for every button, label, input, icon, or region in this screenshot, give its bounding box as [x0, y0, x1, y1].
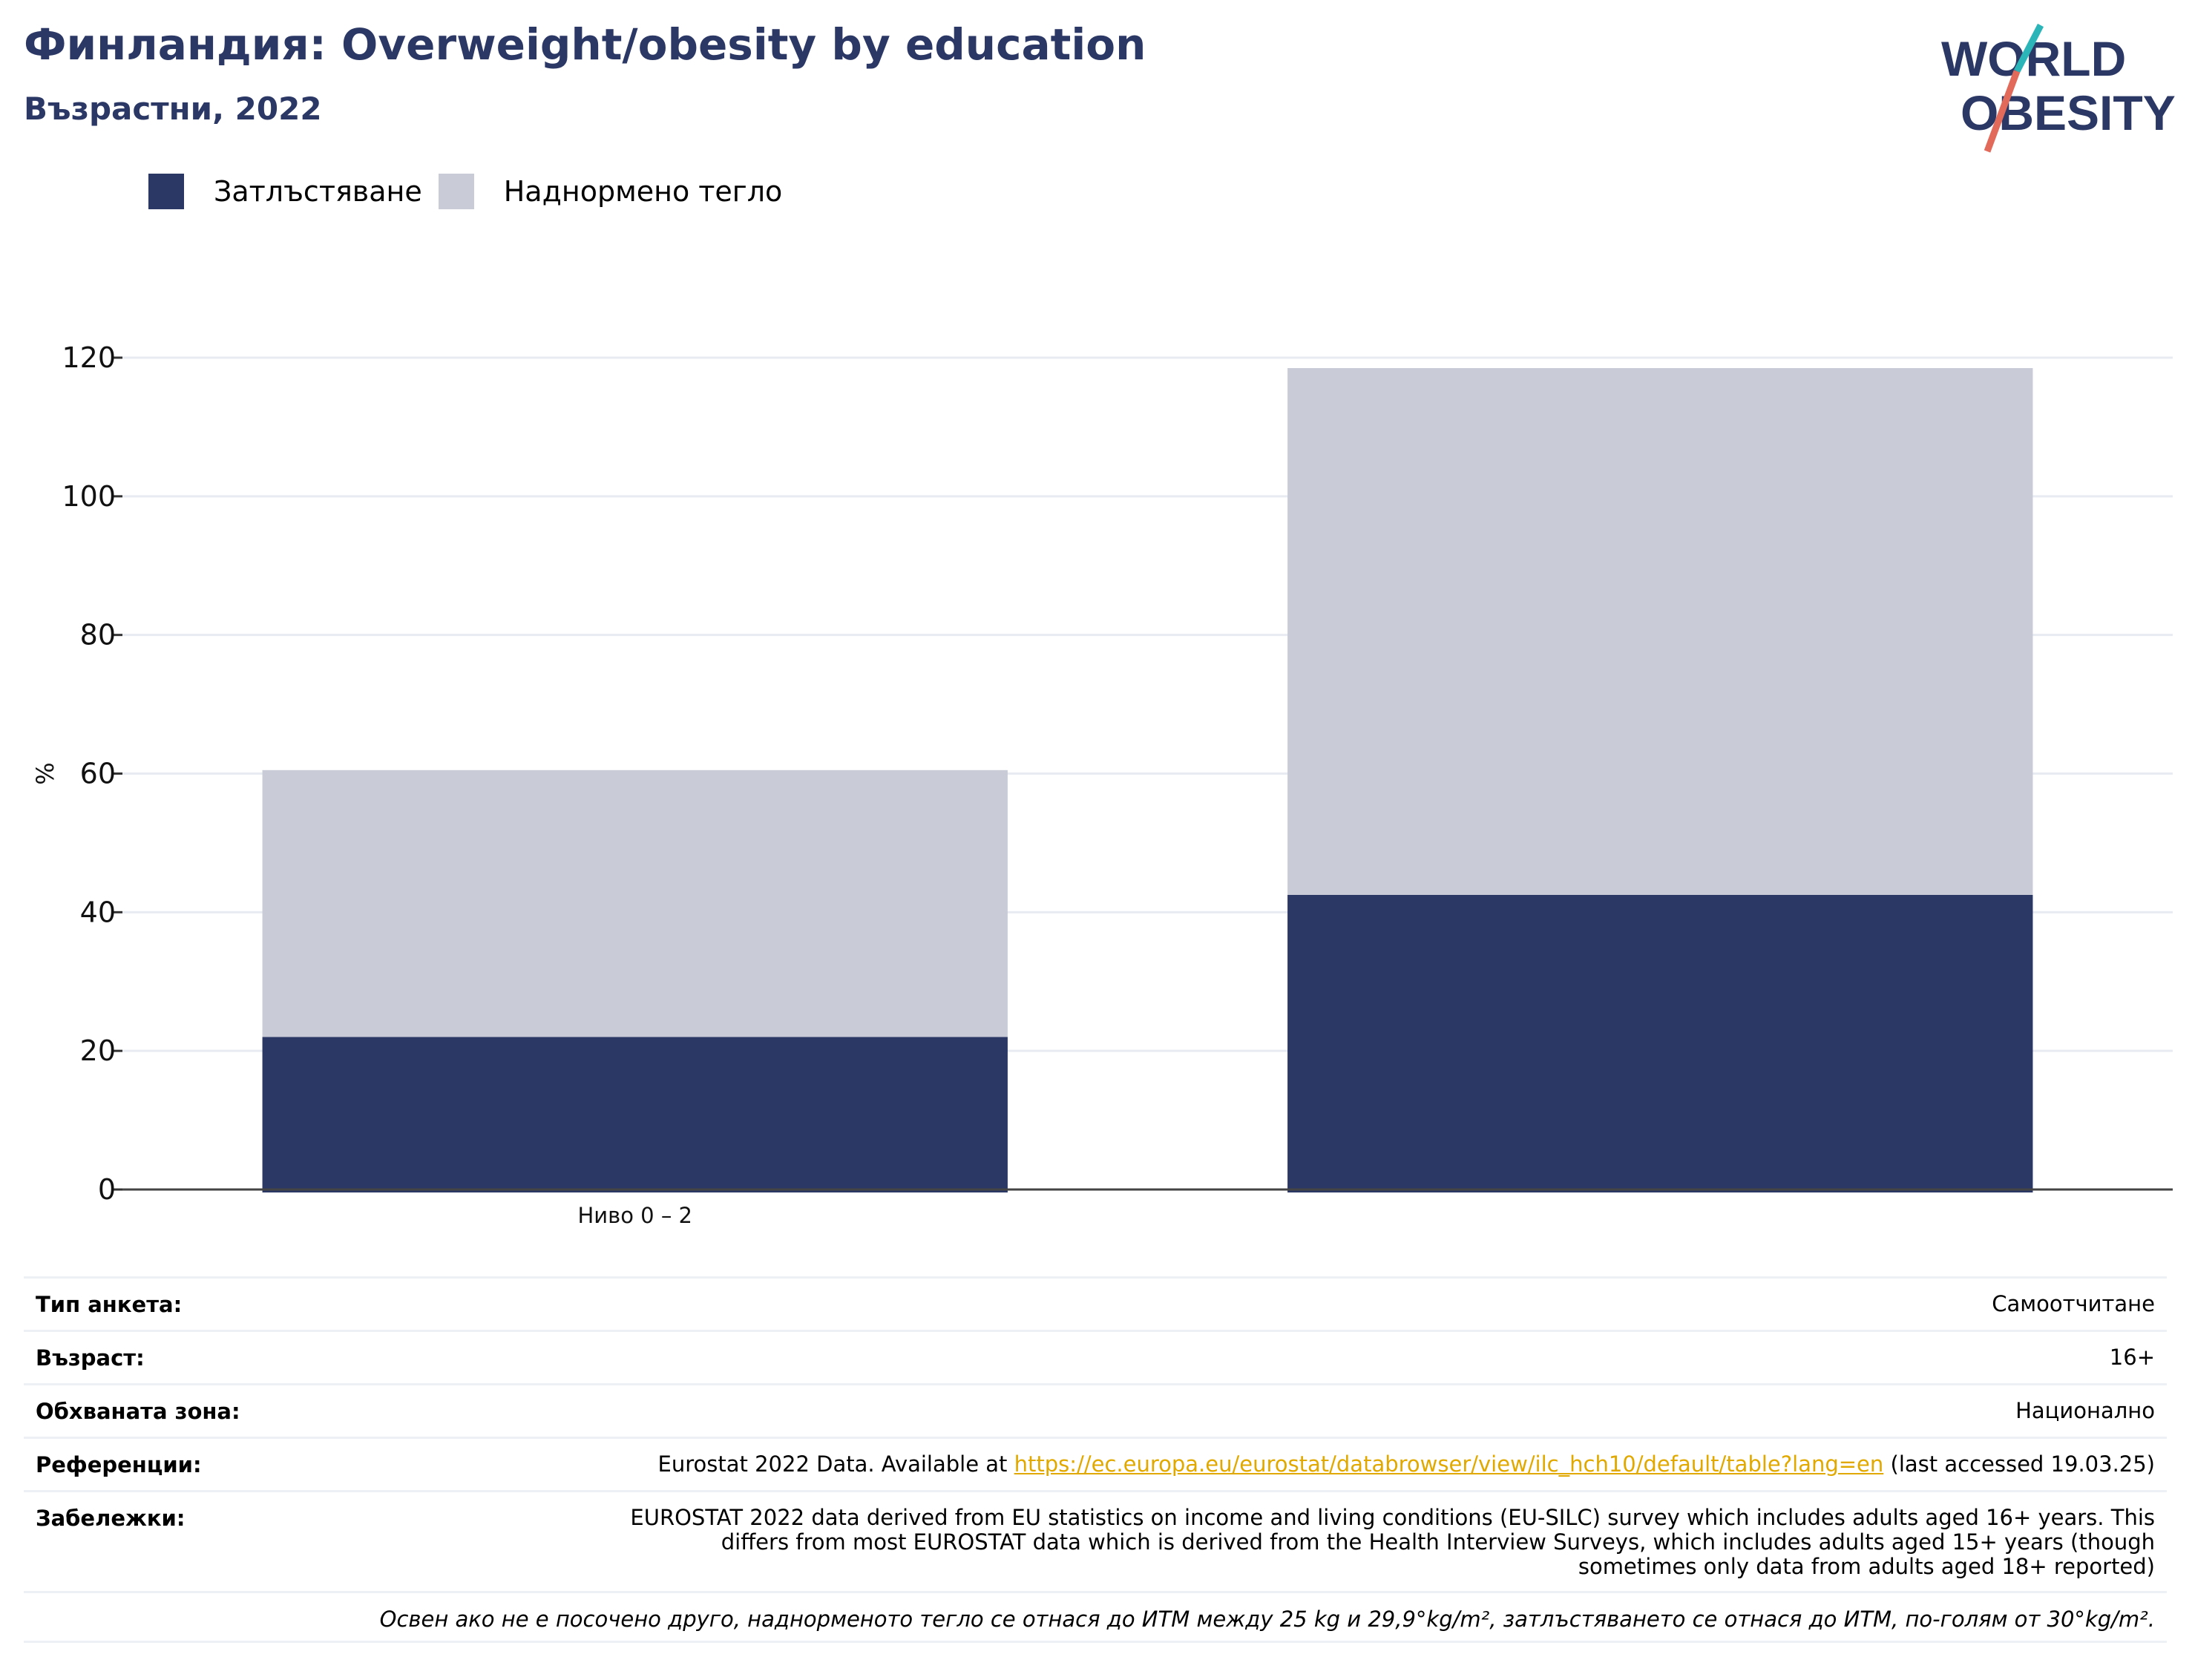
- meta-key: Възраст:: [36, 1345, 145, 1371]
- meta-value: Национално: [2015, 1398, 2155, 1423]
- meta-row-notes: Забележки: EUROSTAT 2022 data derived fr…: [24, 1490, 2167, 1591]
- legend-label-obesity: Затлъстяване: [214, 175, 422, 208]
- legend-swatch-overweight: [438, 174, 474, 209]
- y-tick-label: 80: [80, 619, 116, 652]
- y-tick-label: 60: [80, 758, 116, 790]
- meta-row-survey-type: Тип анкета: Самоотчитане: [24, 1276, 2167, 1330]
- notes-line: differs from most EUROSTAT data which is…: [721, 1529, 2155, 1555]
- legend-swatch-obesity: [148, 174, 184, 209]
- y-tick-label: 120: [62, 341, 116, 374]
- references-link[interactable]: https://ec.europa.eu/eurostat/databrowse…: [1014, 1451, 1884, 1477]
- meta-value: EUROSTAT 2022 data derived from EU stati…: [630, 1506, 2155, 1579]
- meta-key: Референции:: [36, 1452, 202, 1477]
- meta-row-area: Обхваната зона: Национално: [24, 1383, 2167, 1437]
- meta-value: 16+: [2109, 1345, 2155, 1370]
- legend-label-overweight: Наднормено тегло: [503, 175, 783, 208]
- y-tick-label: 40: [80, 896, 116, 928]
- legend-item-overweight[interactable]: Наднормено тегло: [438, 174, 783, 209]
- bar-obesity-1: [1287, 894, 2033, 1192]
- bar-chart: 0 20 40 60 80 100 120% Ниво 0 – 2: [31, 341, 2173, 1228]
- chart-legend: Затлъстяване Наднормено тегло: [148, 172, 798, 211]
- notes-line: sometimes only data from adults aged 18+…: [1578, 1554, 2155, 1579]
- meta-key: Обхваната зона:: [36, 1399, 240, 1424]
- bar-overweight-1: [1287, 368, 2033, 895]
- y-axis-label: %: [31, 762, 59, 784]
- y-tick-label: 20: [80, 1034, 116, 1067]
- logo-slash-red: [1984, 70, 2021, 153]
- bar-obesity-0: [262, 1037, 1008, 1192]
- bar-overweight-0: [262, 770, 1008, 1037]
- references-text: Eurostat 2022 Data. Available at: [657, 1451, 1014, 1477]
- metadata-table: Тип анкета: Самоотчитане Възраст: 16+ Об…: [24, 1276, 2167, 1643]
- y-tick-label: 100: [62, 480, 116, 513]
- meta-value: Eurostat 2022 Data. Available at https:/…: [658, 1452, 2155, 1477]
- chart-subtitle: Възрастни, 2022: [24, 91, 322, 127]
- meta-key: Забележки:: [36, 1506, 186, 1531]
- notes-line: EUROSTAT 2022 data derived from EU stati…: [630, 1505, 2155, 1530]
- legend-item-obesity[interactable]: Затлъстяване: [148, 174, 422, 209]
- logo-slash-teal: [2014, 23, 2044, 73]
- meta-row-references: Референции: Eurostat 2022 Data. Availabl…: [24, 1437, 2167, 1490]
- world-obesity-logo: WORLD OBESITY: [1941, 23, 2176, 153]
- meta-value: Самоотчитане: [1992, 1291, 2155, 1316]
- meta-key: Тип анкета:: [36, 1292, 183, 1317]
- y-tick-label: 0: [98, 1173, 116, 1206]
- x-tick-label: Ниво 0 – 2: [577, 1203, 692, 1228]
- footnote: Освен ако не е посочено друго, наднормен…: [24, 1591, 2167, 1643]
- references-suffix: (last accessed 19.03.25): [1883, 1451, 2156, 1477]
- chart-title: Финландия: Overweight/obesity by educati…: [24, 19, 1146, 70]
- meta-row-age: Възраст: 16+: [24, 1330, 2167, 1383]
